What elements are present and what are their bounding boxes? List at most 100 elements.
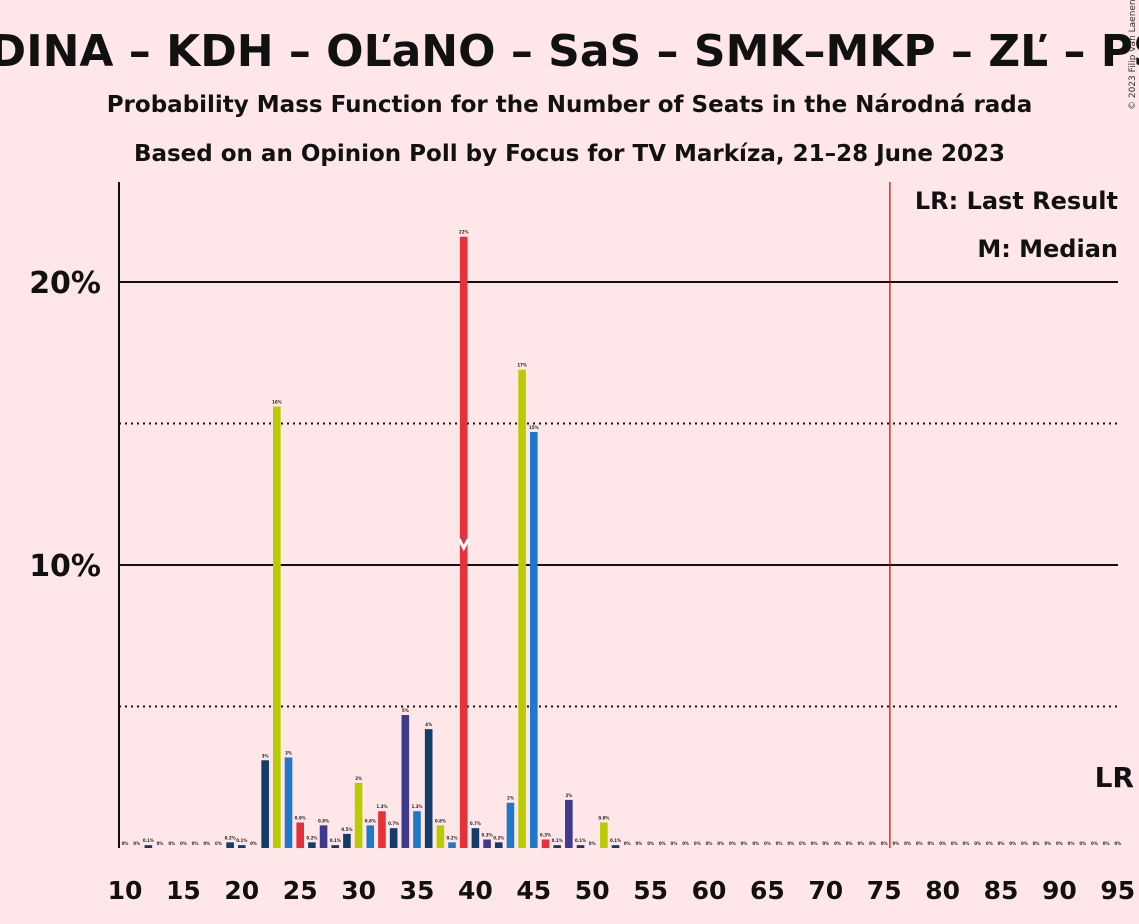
data-label-seats-13: 0% <box>157 841 164 846</box>
bar-seats-27 <box>319 825 328 848</box>
bar-seats-52 <box>611 845 620 848</box>
data-label-seats-12: 0.1% <box>143 838 154 843</box>
bar-seats-40 <box>471 828 480 848</box>
x-tick-label: 60 <box>692 876 727 905</box>
data-label-seats-44: 17% <box>517 363 527 368</box>
bar-seats-28 <box>331 845 340 848</box>
bar-seats-44 <box>518 369 526 848</box>
data-label-seats-23: 16% <box>272 400 282 405</box>
data-label-seats-10: 0% <box>122 841 129 846</box>
data-label-seats-30: 2% <box>355 776 362 781</box>
bar-seats-12 <box>144 845 153 848</box>
data-label-seats-83: 0% <box>974 841 981 846</box>
data-label-seats-74: 0% <box>869 841 876 846</box>
x-tick-label: 35 <box>400 876 435 905</box>
data-label-seats-34: 5% <box>402 708 409 713</box>
data-label-seats-60: 0% <box>706 841 713 846</box>
data-label-seats-65: 0% <box>764 841 771 846</box>
x-tick-label: 50 <box>575 876 610 905</box>
data-label-seats-94: 0% <box>1103 841 1110 846</box>
data-label-seats-50: 0% <box>589 841 596 846</box>
data-label-seats-41: 0.3% <box>482 833 493 838</box>
bar-seats-46 <box>541 839 550 848</box>
bars <box>144 236 620 849</box>
data-label-seats-39: 22% <box>459 230 469 235</box>
bar-seats-22 <box>261 760 269 848</box>
data-label-seats-81: 0% <box>951 841 958 846</box>
data-label-seats-90: 0% <box>1056 841 1063 846</box>
data-label-seats-86: 0% <box>1009 841 1016 846</box>
data-label-seats-37: 0.8% <box>435 818 446 823</box>
data-label-seats-91: 0% <box>1068 841 1075 846</box>
data-label-seats-92: 0% <box>1079 841 1086 846</box>
data-label-seats-53: 0% <box>624 841 631 846</box>
data-label-seats-75: 0% <box>881 841 888 846</box>
bar-seats-41 <box>483 839 491 848</box>
data-label-seats-93: 0% <box>1091 841 1098 846</box>
bar-seats-30 <box>354 782 363 848</box>
data-label-seats-80: 0% <box>939 841 946 846</box>
bar-seats-20 <box>238 845 246 848</box>
bar-seats-48 <box>565 799 573 848</box>
copyright-text: © 2023 Filip van Laenen <box>1128 0 1138 110</box>
data-label-seats-56: 0% <box>659 841 666 846</box>
data-label-seats-26: 0.2% <box>306 835 317 840</box>
x-tick-label: 75 <box>867 876 902 905</box>
data-label-seats-35: 1.3% <box>411 804 422 809</box>
bar-seats-25 <box>296 822 304 848</box>
data-label-seats-33: 0.7% <box>388 821 399 826</box>
data-label-seats-67: 0% <box>787 841 794 846</box>
data-label-seats-49: 0.1% <box>575 838 586 843</box>
bar-seats-26 <box>308 842 316 848</box>
x-tick-label: 80 <box>925 876 960 905</box>
data-label-seats-79: 0% <box>928 841 935 846</box>
bar-seats-37 <box>436 825 445 848</box>
data-label-seats-46: 0.3% <box>540 833 551 838</box>
data-label-seats-32: 1.3% <box>376 804 387 809</box>
data-label-seats-68: 0% <box>799 841 806 846</box>
x-tick-label: 20 <box>224 876 259 905</box>
data-label-seats-11: 0% <box>133 841 140 846</box>
data-label-seats-29: 0.5% <box>341 827 352 832</box>
data-label-seats-76: 0% <box>892 841 899 846</box>
data-label-seats-25: 0.9% <box>295 816 306 821</box>
data-label-seats-82: 0% <box>963 841 970 846</box>
data-label-seats-63: 0% <box>741 841 748 846</box>
data-label-seats-42: 0.2% <box>493 835 504 840</box>
data-label-seats-70: 0% <box>822 841 829 846</box>
bar-seats-39 <box>459 236 468 849</box>
bar-seats-36 <box>424 729 433 848</box>
data-label-seats-58: 0% <box>682 841 689 846</box>
data-label-seats-89: 0% <box>1044 841 1051 846</box>
bar-seats-47 <box>553 845 561 848</box>
data-label-seats-73: 0% <box>857 841 864 846</box>
data-label-seats-66: 0% <box>776 841 783 846</box>
data-label-seats-27: 0.8% <box>318 818 329 823</box>
bar-seats-19 <box>226 842 234 848</box>
data-label-seats-62: 0% <box>729 841 736 846</box>
data-label-seats-59: 0% <box>694 841 701 846</box>
bar-seats-38 <box>448 842 456 848</box>
data-label-seats-22: 3% <box>262 753 269 758</box>
x-tick-label: 85 <box>984 876 1019 905</box>
data-label-seats-14: 0% <box>168 841 175 846</box>
bar-seats-24 <box>284 757 293 848</box>
data-label-seats-54: 0% <box>636 841 643 846</box>
data-label-seats-51: 0.9% <box>598 816 609 821</box>
bar-seats-29 <box>343 833 351 848</box>
data-label-seats-24: 3% <box>285 750 292 755</box>
bar-seats-35 <box>413 811 421 848</box>
x-tick-label: 70 <box>808 876 843 905</box>
data-label-seats-31: 0.8% <box>365 818 376 823</box>
data-label-seats-40: 0.7% <box>470 821 481 826</box>
x-tick-label: 45 <box>516 876 551 905</box>
data-label-seats-52: 0.1% <box>610 838 621 843</box>
data-label-seats-87: 0% <box>1021 841 1028 846</box>
x-tick-label: 95 <box>1100 876 1135 905</box>
data-label-seats-95: 0% <box>1114 841 1121 846</box>
y-tick-label: 20% <box>29 266 101 301</box>
legend-last-result: LR: Last Result <box>915 187 1118 215</box>
data-label-seats-20: 0.1% <box>236 838 247 843</box>
data-label-seats-28: 0.1% <box>330 838 341 843</box>
